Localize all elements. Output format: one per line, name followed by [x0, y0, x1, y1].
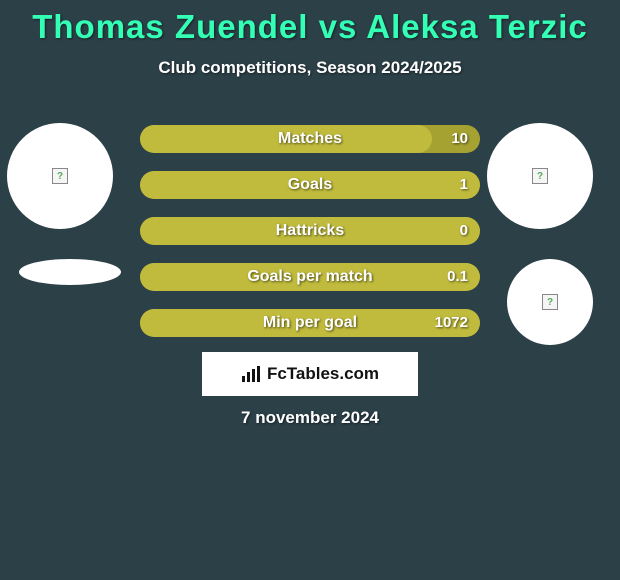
- logo-text: FcTables.com: [267, 364, 379, 384]
- stat-bar-value: 1: [460, 171, 468, 199]
- stat-bar-value: 10: [451, 125, 468, 153]
- stat-bars: Matches10Goals1Hattricks0Goals per match…: [140, 125, 480, 355]
- stat-bar-label: Matches: [140, 125, 480, 153]
- snapshot-date: 7 november 2024: [0, 408, 620, 428]
- stat-bar: Min per goal1072: [140, 309, 480, 337]
- stat-bar: Goals1: [140, 171, 480, 199]
- stat-bar-value: 0: [460, 217, 468, 245]
- player1-club-ellipse: [19, 259, 121, 285]
- stat-bar: Hattricks0: [140, 217, 480, 245]
- season-subtitle: Club competitions, Season 2024/2025: [0, 58, 620, 78]
- stat-bar: Goals per match0.1: [140, 263, 480, 291]
- stat-bar-label: Min per goal: [140, 309, 480, 337]
- stat-bar-label: Hattricks: [140, 217, 480, 245]
- page-title: Thomas Zuendel vs Aleksa Terzic: [0, 0, 620, 46]
- stat-bar-label: Goals per match: [140, 263, 480, 291]
- player2-club-circle: ?: [507, 259, 593, 345]
- player1-avatar-circle: ?: [7, 123, 113, 229]
- broken-image-icon: ?: [532, 168, 548, 184]
- stat-bar-value: 0.1: [447, 263, 468, 291]
- stat-bar-label: Goals: [140, 171, 480, 199]
- stat-bar-value: 1072: [435, 309, 468, 337]
- comparison-infographic: Thomas Zuendel vs Aleksa Terzic Club com…: [0, 0, 620, 580]
- broken-image-icon: ?: [542, 294, 558, 310]
- bar-chart-icon: [241, 365, 261, 383]
- broken-image-icon: ?: [52, 168, 68, 184]
- stat-bar: Matches10: [140, 125, 480, 153]
- fctables-logo: FcTables.com: [202, 352, 418, 396]
- player2-avatar-circle: ?: [487, 123, 593, 229]
